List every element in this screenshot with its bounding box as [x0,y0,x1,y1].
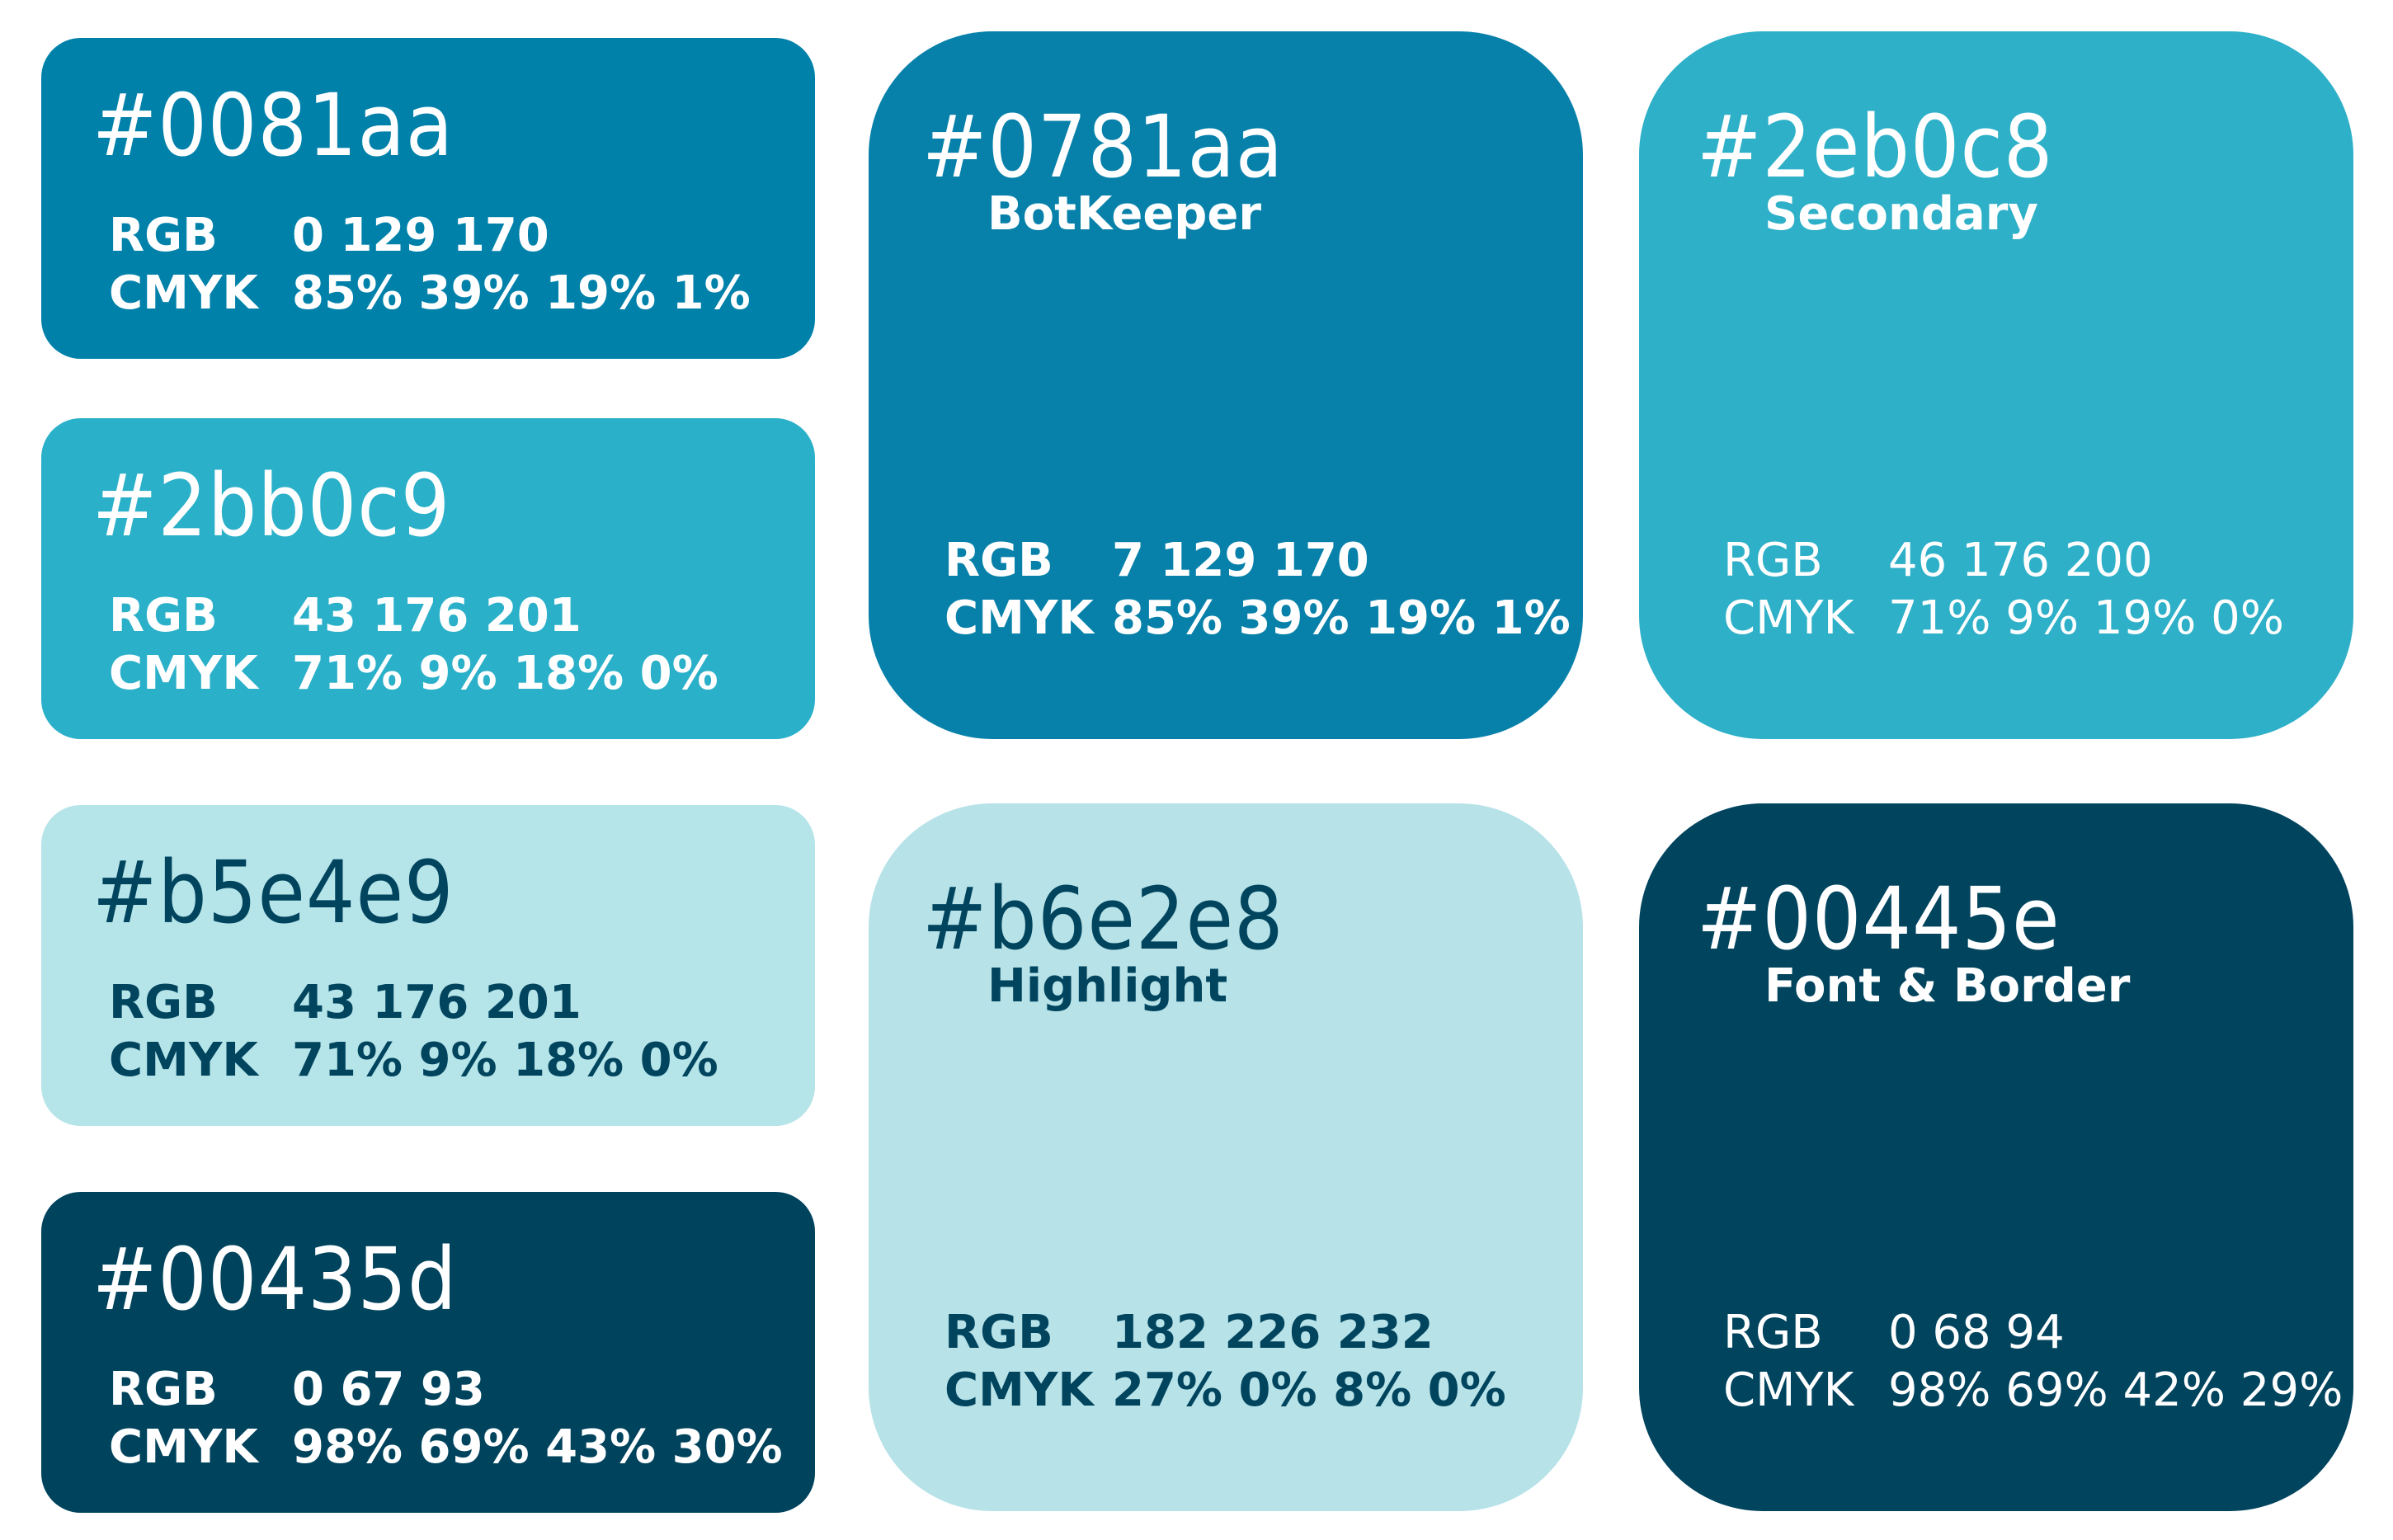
color-name: Secondary [1764,187,2038,241]
hex-code: #0781aa [922,97,1284,197]
hex-code: #2bb0c9 [92,455,451,556]
swatch-botkeeper: #0781aa BotKeeper RGB 7 129 170 CMYK 85%… [869,31,1583,739]
rgb-value: 182 226 232 [1112,1306,1434,1359]
rgb-label: RGB [1723,534,1823,587]
hex-code: #00445e [1697,869,2061,969]
cmyk-value: 27% 0% 8% 0% [1112,1363,1506,1417]
rgb-row: RGB 7 129 170 [944,538,1571,587]
rgb-value: 0 67 93 [292,1363,485,1416]
cmyk-label: CMYK [109,266,258,320]
hex-code: #0081aa [92,75,455,176]
rgb-label: RGB [109,976,218,1029]
rgb-row: RGB 0 67 93 [109,1367,769,1416]
swatch-highlight: #b6e2e8 Highlight RGB 182 226 232 CMYK 2… [869,803,1583,1511]
hex-code: #00435d [92,1229,458,1330]
cmyk-value: 98% 69% 43% 30% [292,1420,783,1474]
rgb-row: RGB 0 129 170 [109,213,769,262]
cmyk-value: 85% 39% 19% 1% [1112,591,1571,645]
rgb-value: 46 176 200 [1888,534,2153,587]
rgb-row: RGB 182 226 232 [944,1310,1571,1359]
rgb-row: RGB 43 176 201 [109,593,769,643]
rgb-label: RGB [944,534,1053,587]
cmyk-label: CMYK [109,647,258,700]
cmyk-label: CMYK [109,1034,258,1087]
color-name: Font & Border [1764,959,2131,1013]
swatch-font-and-border: #00445e Font & Border RGB 0 68 94 CMYK 9… [1639,803,2353,1511]
swatch-b5e4e9: #b5e4e9 RGB 43 176 201 CMYK 71% 9% 18% 0… [41,805,815,1126]
cmyk-value: 71% 9% 18% 0% [292,647,718,700]
cmyk-row: CMYK 71% 9% 19% 0% [1723,596,2334,645]
cmyk-label: CMYK [1723,1363,1854,1417]
cmyk-row: CMYK 71% 9% 18% 0% [109,1038,769,1087]
rgb-value: 0 68 94 [1888,1306,2065,1359]
rgb-label: RGB [944,1306,1053,1359]
swatch-00435d: #00435d RGB 0 67 93 CMYK 98% 69% 43% 30% [41,1192,815,1513]
cmyk-row: CMYK 85% 39% 19% 1% [944,596,1571,645]
color-name: BotKeeper [987,187,1261,241]
cmyk-value: 85% 39% 19% 1% [292,266,751,320]
cmyk-row: CMYK 98% 69% 43% 30% [109,1420,783,1474]
rgb-label: RGB [109,209,218,262]
cmyk-row: CMYK 85% 39% 19% 1% [109,271,769,320]
cmyk-row: CMYK 71% 9% 18% 0% [109,651,769,700]
rgb-row: RGB 43 176 201 [109,980,769,1029]
hex-code: #b6e2e8 [922,869,1284,969]
cmyk-row: CMYK 27% 0% 8% 0% [944,1368,1571,1417]
color-name: Highlight [987,959,1228,1013]
cmyk-value: 98% 69% 42% 29% [1888,1363,2344,1417]
rgb-row: RGB 46 176 200 [1723,538,2334,587]
cmyk-row: CMYK 98% 69% 42% 29% [1723,1363,2343,1417]
swatch-0081aa: #0081aa RGB 0 129 170 CMYK 85% 39% 19% 1… [41,38,815,359]
rgb-label: RGB [1723,1306,1823,1359]
rgb-value: 7 129 170 [1112,534,1369,587]
rgb-value: 43 176 201 [292,589,582,643]
swatch-secondary: #2eb0c8 Secondary RGB 46 176 200 CMYK 71… [1639,31,2353,739]
rgb-row: RGB 0 68 94 [1723,1310,2334,1359]
rgb-label: RGB [109,589,218,643]
swatch-2bb0c9: #2bb0c9 RGB 43 176 201 CMYK 71% 9% 18% 0… [41,418,815,739]
cmyk-label: CMYK [109,1420,258,1474]
hex-code: #2eb0c8 [1697,97,2054,197]
rgb-value: 0 129 170 [292,209,549,262]
cmyk-value: 71% 9% 18% 0% [292,1034,718,1087]
cmyk-value: 71% 9% 19% 0% [1888,591,2285,645]
cmyk-label: CMYK [944,591,1094,645]
rgb-label: RGB [109,1363,218,1416]
hex-code: #b5e4e9 [92,842,455,943]
cmyk-label: CMYK [1723,591,1854,645]
cmyk-label: CMYK [944,1363,1094,1417]
rgb-value: 43 176 201 [292,976,582,1029]
